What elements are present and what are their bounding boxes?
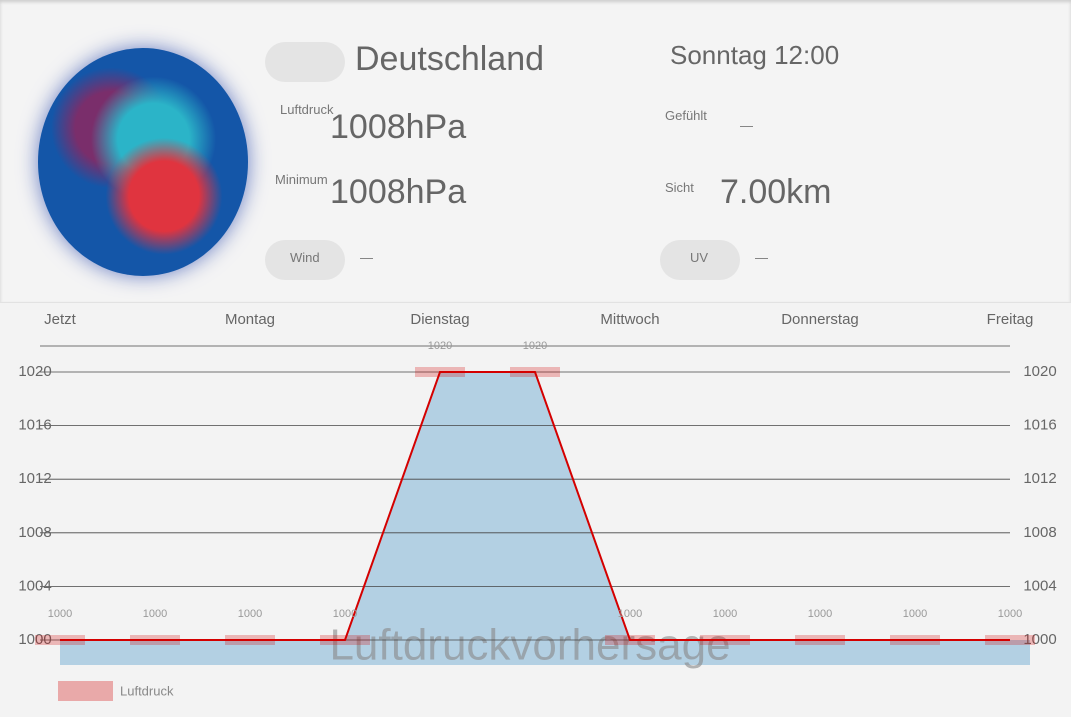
annotation: Luftdruckvorhersage [329,621,730,670]
point [510,367,560,377]
stat-label: Wind [290,250,320,265]
stat-value: — [360,250,373,265]
value-label: 1020 [523,340,547,352]
legend-label: Luftdruck [120,683,174,698]
y-tick-label-right: 1008 [1023,524,1056,541]
badge [265,42,345,82]
point [130,635,180,645]
y-tick-label: 1016 [18,417,51,434]
value-label: 1000 [903,608,927,620]
x-tick-label: Freitag [987,311,1034,328]
value-label: 1000 [143,608,167,620]
area [60,372,1030,665]
stat-value: — [755,250,768,265]
stat-label: Gefühlt [665,108,707,123]
x-tick-label: Donnerstag [781,311,859,328]
stat-value: 1008hPa [330,108,467,146]
y-tick-label-right: 1020 [1023,363,1056,380]
value-label: 1000 [333,608,357,620]
y-tick-label-right: 1012 [1023,470,1056,487]
value-label: 1020 [428,340,452,352]
value-label: 1000 [48,608,72,620]
badge [660,240,740,280]
y-tick-label-right: 1000 [1023,631,1056,648]
value-label: 1000 [238,608,262,620]
point [605,635,655,645]
stat-label: UV [690,250,709,265]
x-tick-label: Dienstag [410,311,469,328]
value-label: 1000 [998,608,1022,620]
value-label: 1000 [808,608,832,620]
point [320,635,370,645]
y-tick-label: 1012 [18,470,51,487]
stat-label: Minimum [275,172,328,187]
summary-panel: Deutschland Sonntag 12:00 Luftdruck 1008… [0,0,1071,303]
y-tick-label: 1004 [18,577,51,594]
x-tick-label: Mittwoch [600,311,659,328]
x-tick-label: Jetzt [44,311,77,328]
value-label: 1000 [618,608,642,620]
stat-value: 7.00km [720,173,832,211]
point [225,635,275,645]
point [890,635,940,645]
point [700,635,750,645]
point [795,635,845,645]
y-tick-label: 1000 [18,631,51,648]
stat-label: Luftdruck [280,102,334,117]
stat-label: Sicht [665,180,694,195]
time: Sonntag 12:00 [670,40,840,70]
value-label: 1000 [713,608,737,620]
stat-value: 1008hPa [330,173,467,211]
y-tick-label: 1008 [18,524,51,541]
y-tick-label: 1020 [18,363,51,380]
place: Deutschland [355,40,545,78]
line [60,371,1010,641]
legend-swatch [58,681,113,701]
y-tick-label-right: 1004 [1023,577,1056,594]
y-tick-label-right: 1016 [1023,417,1056,434]
x-tick-label: Montag [225,311,275,328]
point [415,367,465,377]
point [35,635,85,645]
badge [265,240,345,280]
stat-value: — [740,118,753,133]
globe-icon [38,48,248,276]
point [985,635,1035,645]
